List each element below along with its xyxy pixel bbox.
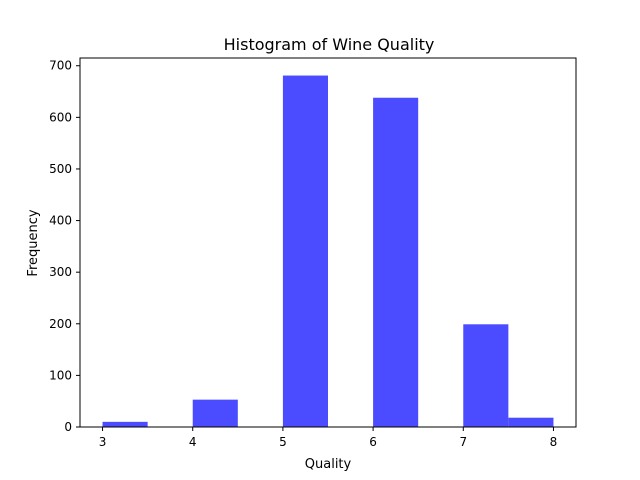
y-axis-label: Frequency xyxy=(26,209,41,276)
y-tick-label: 100 xyxy=(49,368,72,382)
histogram-bar-4 xyxy=(282,75,328,428)
histogram-bar-8 xyxy=(463,324,509,427)
y-tick-label: 600 xyxy=(49,110,72,124)
y-axis-ticks: 0 100 200 300 400 500 600 700 xyxy=(49,59,80,434)
histogram-bar-9 xyxy=(508,417,554,427)
x-tick-label: 7 xyxy=(459,435,467,449)
bars-group xyxy=(102,75,554,428)
y-tick-label: 400 xyxy=(49,214,72,228)
histogram-bar-6 xyxy=(373,97,419,427)
x-tick-label: 3 xyxy=(99,435,107,449)
plot-frame xyxy=(79,57,577,428)
y-tick-label: 500 xyxy=(49,162,72,176)
x-tick-label: 5 xyxy=(279,435,287,449)
y-tick-label: 0 xyxy=(64,420,72,434)
x-axis-ticks: 3 4 5 6 7 8 xyxy=(99,427,558,449)
chart-title: Histogram of Wine Quality xyxy=(224,35,435,54)
histogram-bar-0 xyxy=(102,421,148,427)
x-tick-label: 6 xyxy=(369,435,377,449)
y-tick-label: 200 xyxy=(49,317,72,331)
x-axis-label: Quality xyxy=(305,457,352,472)
y-tick-label: 700 xyxy=(49,59,72,73)
y-tick-label: 300 xyxy=(49,265,72,279)
x-tick-label: 4 xyxy=(189,435,197,449)
x-tick-label: 8 xyxy=(550,435,558,449)
histogram-bar-2 xyxy=(192,399,238,427)
